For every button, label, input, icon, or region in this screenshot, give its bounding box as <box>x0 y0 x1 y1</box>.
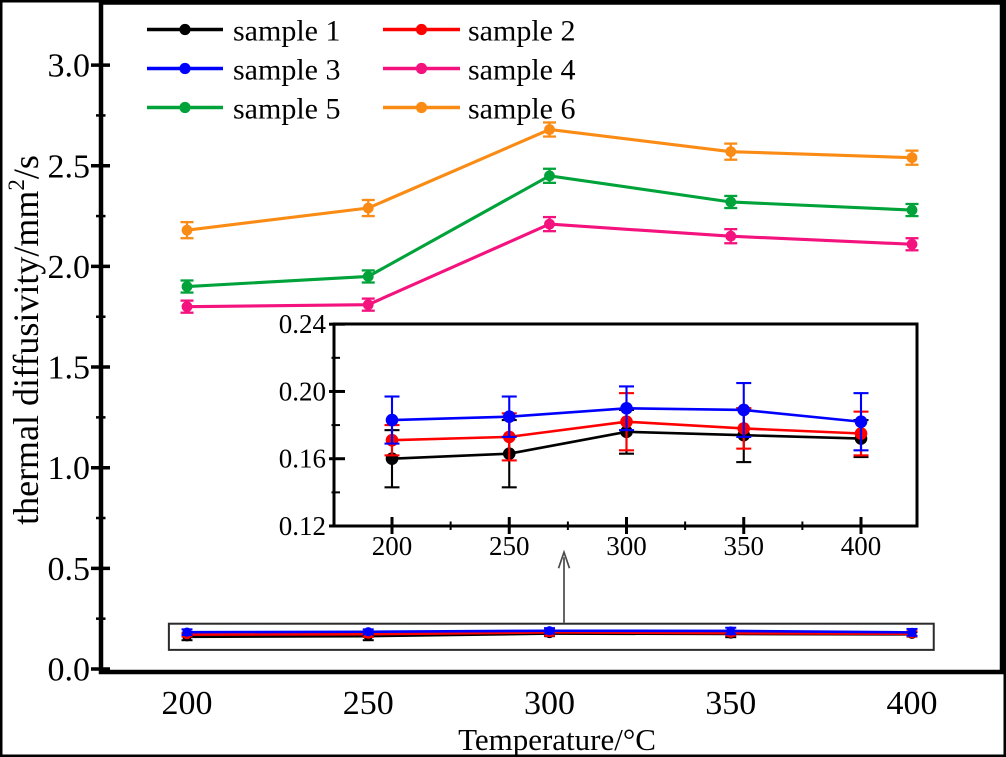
data-point-marker <box>906 204 918 216</box>
legend-marker <box>415 23 428 36</box>
series-sample-4-main <box>180 215 919 314</box>
main-plot-frame <box>98 0 1005 675</box>
inset-plot: 0.12 0.16 0.20 0.24 200 250 300 350 400 <box>279 309 919 561</box>
data-point-marker <box>725 146 737 158</box>
data-point-marker <box>907 627 917 637</box>
data-point-marker <box>362 202 374 214</box>
data-point-marker <box>181 224 193 236</box>
data-point-marker <box>544 124 555 135</box>
inset-x-tick-label: 200 <box>372 531 413 561</box>
legend-label: sample 2 <box>468 15 575 48</box>
legend-label: sample 6 <box>468 93 575 126</box>
legend-item-sample-1: sample 1 <box>147 15 340 48</box>
data-point-marker <box>181 301 193 313</box>
y-tick-label: 0.5 <box>48 551 91 588</box>
zoom-arrow <box>557 549 571 623</box>
series-sample-6-main <box>180 121 919 240</box>
data-point-marker <box>362 299 374 311</box>
data-point-marker <box>363 627 373 637</box>
series-sample-5-main <box>180 167 919 294</box>
legend-marker <box>179 23 191 36</box>
data-point-marker <box>854 415 868 429</box>
inset-y-tick-label: 0.24 <box>279 309 327 339</box>
data-point-marker <box>544 626 555 636</box>
x-axis-title: Temperature/°C <box>458 722 656 757</box>
legend-marker <box>179 101 191 114</box>
x-tick-label: 250 <box>343 685 394 722</box>
legend-label: sample 1 <box>233 15 340 48</box>
x-tick-label: 200 <box>162 685 213 722</box>
y-tick-label: 1.5 <box>48 350 91 387</box>
data-point-marker <box>182 627 192 637</box>
series-sample-3-inset <box>384 382 869 452</box>
data-point-marker <box>544 218 555 230</box>
zoom-region-box <box>167 622 935 651</box>
y-tick-label: 2.0 <box>48 249 91 286</box>
data-point-marker <box>726 626 736 636</box>
legend-label: sample 4 <box>468 54 575 87</box>
legend-marker <box>415 101 428 114</box>
inset-x-tick-label: 300 <box>606 531 647 561</box>
data-point-marker <box>544 170 555 182</box>
data-point-marker <box>725 196 737 208</box>
data-point-marker <box>737 403 751 417</box>
data-point-marker <box>620 401 633 415</box>
legend-item-sample-6: sample 6 <box>383 93 575 126</box>
legend-item-sample-2: sample 2 <box>383 15 575 48</box>
series-sample-3-main <box>181 626 918 637</box>
legend-marker <box>179 62 191 75</box>
y-tick-label: 0.0 <box>48 652 91 689</box>
zoom-arrow-head <box>557 549 571 569</box>
legend-item-sample-3: sample 3 <box>147 54 340 87</box>
data-point-marker <box>906 238 918 250</box>
legend-marker <box>415 62 428 75</box>
y-tick-label: 2.5 <box>48 148 91 185</box>
legend-label: sample 5 <box>233 93 340 126</box>
data-point-marker <box>181 281 193 292</box>
legend-item-sample-4: sample 4 <box>383 54 575 87</box>
data-point-marker <box>362 271 374 282</box>
legend-label: sample 3 <box>233 54 340 87</box>
series-line <box>186 222 913 309</box>
x-tick-label: 400 <box>887 685 938 722</box>
inset-x-tick-label: 350 <box>724 531 765 561</box>
data-point-marker <box>385 413 399 427</box>
inset-x-tick-label: 400 <box>841 531 882 561</box>
data-point-marker <box>725 230 737 242</box>
x-tick-label: 350 <box>705 685 756 722</box>
legend-item-sample-5: sample 5 <box>147 93 340 126</box>
data-point-marker <box>906 152 918 164</box>
x-axis-tick-labels: 200 250 300 350 400 <box>162 685 938 722</box>
legend: sample 1 sample 3 sample 5 sample 2 sample 4… <box>147 15 575 126</box>
y-axis-title: thermal diffusivity/mm2/s <box>4 155 46 525</box>
y-axis-ticks <box>91 63 110 671</box>
inset-x-tick-label: 250 <box>489 531 530 561</box>
x-tick-label: 300 <box>524 685 575 722</box>
inset-y-tick-label: 0.16 <box>279 444 326 474</box>
data-point-marker <box>502 410 516 423</box>
inset-y-tick-label: 0.20 <box>279 376 326 406</box>
y-tick-label: 3.0 <box>48 48 91 85</box>
inset-y-tick-label: 0.12 <box>279 511 326 541</box>
y-tick-label: 1.0 <box>48 450 91 487</box>
y-axis-tick-labels: 0.0 0.5 1.0 1.5 2.0 2.5 3.0 <box>48 48 91 689</box>
